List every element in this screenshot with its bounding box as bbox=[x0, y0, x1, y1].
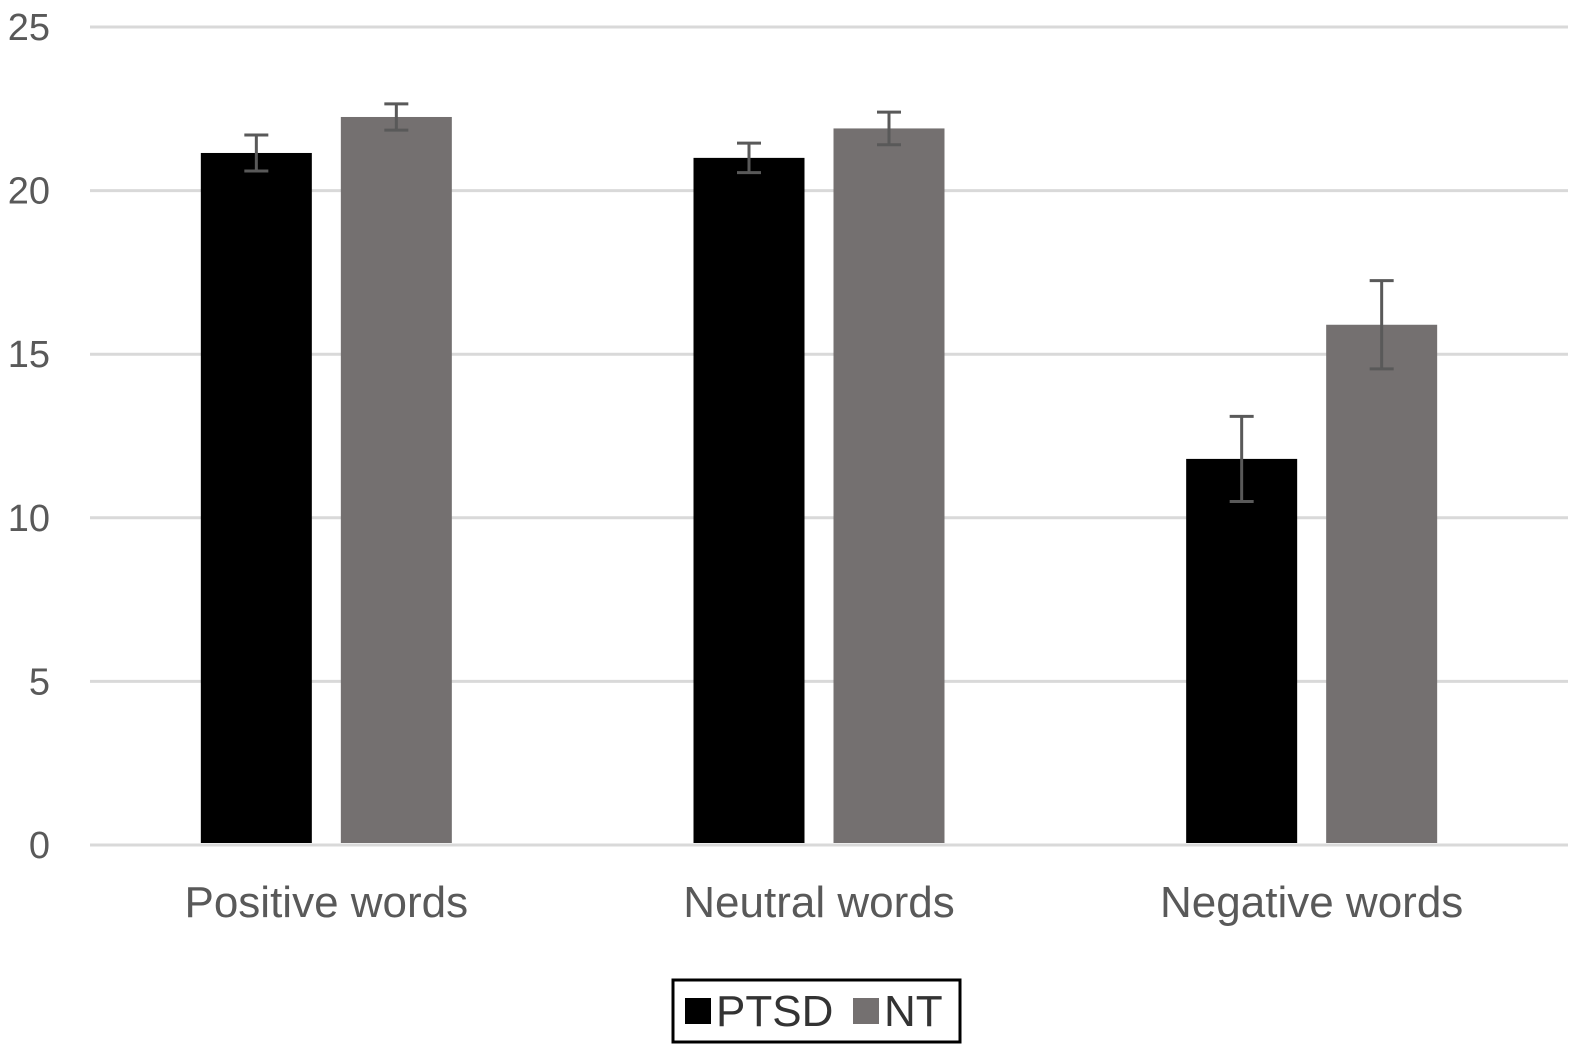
bar-nt-positive-words bbox=[340, 116, 452, 844]
bars bbox=[200, 116, 1438, 844]
legend-label-ptsd: PTSD bbox=[716, 987, 833, 1036]
x-category-label-neutral-words: Neutral words bbox=[683, 878, 954, 927]
legend-frame bbox=[671, 978, 962, 1044]
legend-label-nt: NT bbox=[884, 987, 943, 1036]
legend-swatch-ptsd bbox=[685, 998, 711, 1024]
y-tick-label-5: 5 bbox=[29, 661, 50, 703]
y-tick-label-15: 15 bbox=[8, 334, 50, 376]
x-axis-category-labels: Positive words Neutral words Negative word… bbox=[184, 878, 1463, 927]
bar-ptsd-negative-words bbox=[1186, 458, 1298, 843]
error-bar-nt-neutral-words bbox=[877, 110, 901, 147]
bar-nt-neutral-words bbox=[833, 128, 945, 843]
y-tick-label-10: 10 bbox=[8, 498, 50, 540]
x-category-label-negative-words: Negative words bbox=[1160, 878, 1463, 927]
error-bars bbox=[244, 102, 1394, 503]
error-bar-ptsd-neutral-words bbox=[737, 141, 761, 175]
x-category-label-positive-words: Positive words bbox=[184, 878, 468, 927]
y-tick-label-20: 20 bbox=[8, 171, 50, 213]
error-bar-ptsd-positive-words bbox=[244, 133, 269, 173]
y-axis-tick-labels: 0 5 10 15 20 25 bbox=[8, 7, 50, 867]
y-tick-label-25: 25 bbox=[8, 7, 50, 49]
error-bar-ptsd-negative-words bbox=[1229, 414, 1254, 503]
bar-nt-negative-words bbox=[1326, 324, 1438, 843]
bar-ptsd-neutral-words bbox=[693, 157, 805, 843]
gridlines bbox=[90, 25, 1568, 847]
error-bar-nt-negative-words bbox=[1369, 279, 1394, 371]
bar-ptsd-positive-words bbox=[200, 152, 312, 844]
y-tick-label-0: 0 bbox=[29, 825, 50, 867]
legend-swatch-nt bbox=[853, 998, 879, 1024]
legend: PTSD NT bbox=[671, 978, 962, 1044]
error-bar-nt-positive-words bbox=[384, 102, 409, 132]
